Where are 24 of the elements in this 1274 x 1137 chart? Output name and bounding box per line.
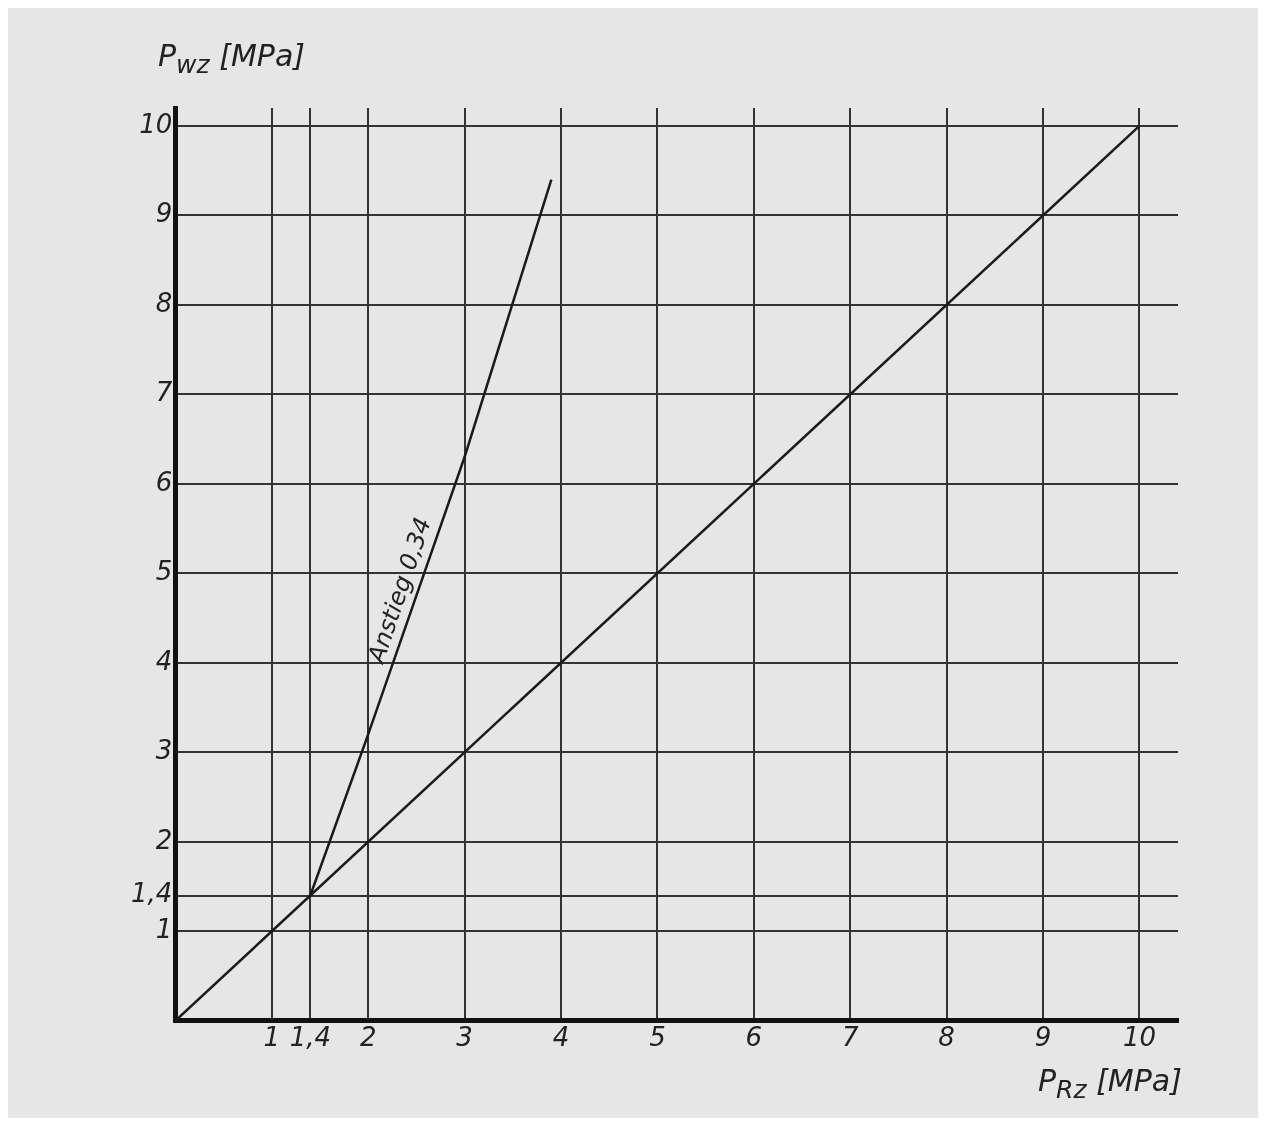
x-tick-label: 2 <box>359 1022 377 1053</box>
y-tick-label: 10 <box>139 108 173 139</box>
y-tick-label: 1,4 <box>130 878 173 909</box>
x-tick-label: 9 <box>1034 1022 1052 1053</box>
y-tick-label: 6 <box>155 466 173 497</box>
y-tick-label: 7 <box>155 377 173 408</box>
x-tick-label: 4 <box>552 1022 570 1053</box>
x-axis-title: P$_{Rz}$ [MPa] <box>1038 1063 1182 1104</box>
x-tick-label: 1,4 <box>289 1022 331 1053</box>
x-tick-label: 1 <box>263 1022 281 1053</box>
x-tick-label: 5 <box>649 1022 666 1053</box>
y-tick-label: 9 <box>155 198 173 229</box>
y-tick-label: 2 <box>155 824 173 855</box>
x-tick-label: 6 <box>745 1022 763 1053</box>
y-tick-label: 4 <box>155 645 173 676</box>
y-tick-label: 5 <box>155 556 173 587</box>
x-tick-label: 8 <box>938 1022 955 1053</box>
y-axis-title: P$_{wz}$ [MPa] <box>158 38 305 79</box>
x-tick-label: 10 <box>1122 1022 1156 1053</box>
y-tick-label: 8 <box>155 287 173 318</box>
x-tick-label: 3 <box>456 1022 473 1053</box>
y-tick-label: 1 <box>155 914 173 945</box>
x-tick-label: 7 <box>841 1022 859 1053</box>
y-tick-label: 3 <box>155 735 173 766</box>
